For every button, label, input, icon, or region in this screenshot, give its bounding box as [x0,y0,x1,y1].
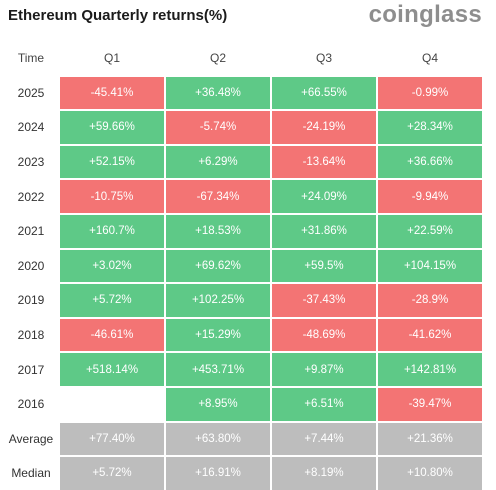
row-label: Median [11,466,51,481]
column-header-q1: Q1 [103,51,120,66]
return-cell: +36.48% [166,76,270,110]
return-cell: +453.71% [166,353,270,386]
return-cell: +104.15% [378,249,482,283]
column-header-time: Time [17,51,45,66]
summary-cell: +5.72% [60,457,164,490]
summary-cell: +7.44% [272,422,376,456]
summary-cell: +77.40% [60,422,164,456]
column-header-q4: Q4 [421,51,438,66]
return-cell: -46.61% [60,318,164,352]
row-label: 2018 [17,328,45,343]
column-header-q3: Q3 [315,51,332,66]
row-label: 2016 [17,397,45,412]
return-cell: +142.81% [378,353,482,386]
return-cell: +28.34% [378,111,482,144]
return-cell: +18.53% [166,214,270,248]
return-cell: +52.15% [60,145,164,179]
return-cell: +31.86% [272,214,376,248]
empty-cell [60,388,164,421]
page-title: Ethereum Quarterly returns(%) [8,7,228,24]
return-cell: -48.69% [272,318,376,352]
return-cell: +8.95% [166,387,270,421]
row-label: 2021 [17,224,45,239]
return-cell: -13.64% [272,145,376,179]
row-label: Average [8,431,54,446]
return-cell: -39.47% [378,387,482,421]
return-cell: +59.66% [60,111,164,144]
return-cell: +6.29% [166,145,270,179]
row-label: 2017 [17,362,45,377]
return-cell: -0.99% [378,76,482,110]
return-cell: +24.09% [272,180,376,213]
row-label: 2020 [17,258,45,273]
return-cell: +9.87% [272,353,376,386]
return-cell: +160.7% [60,214,164,248]
return-cell: -24.19% [272,111,376,144]
return-cell: +59.5% [272,249,376,283]
summary-cell: +10.80% [378,457,482,490]
return-cell: +5.72% [60,284,164,317]
column-header-q2: Q2 [209,51,226,66]
return-cell: +518.14% [60,353,164,386]
brand-logo: coinglass [368,1,482,28]
return-cell: -45.41% [60,76,164,110]
row-label: 2024 [17,120,45,135]
return-cell: +3.02% [60,249,164,283]
return-cell: +66.55% [272,76,376,110]
return-cell: +69.62% [166,249,270,283]
row-label: 2019 [17,293,45,308]
return-cell: -28.9% [378,284,482,317]
summary-cell: +16.91% [166,457,270,490]
return-cell: +36.66% [378,145,482,179]
return-cell: -10.75% [60,180,164,213]
return-cell: -37.43% [272,284,376,317]
return-cell: +22.59% [378,214,482,248]
return-cell: -5.74% [166,111,270,144]
row-label: 2023 [17,155,45,170]
return-cell: -67.34% [166,180,270,213]
summary-cell: +8.19% [272,457,376,490]
return-cell: +15.29% [166,318,270,352]
row-label: 2022 [17,189,45,204]
summary-cell: +63.80% [166,422,270,456]
return-cell: -9.94% [378,180,482,213]
return-cell: +102.25% [166,284,270,317]
summary-cell: +21.36% [378,422,482,456]
return-cell: +6.51% [272,387,376,421]
return-cell: -41.62% [378,318,482,352]
quarterly-returns-table: Time Q1 Q2 Q3 Q4 2025 -45.41% +36.48% +66.55% -0.… [4,42,482,490]
row-label: 2025 [17,85,45,100]
